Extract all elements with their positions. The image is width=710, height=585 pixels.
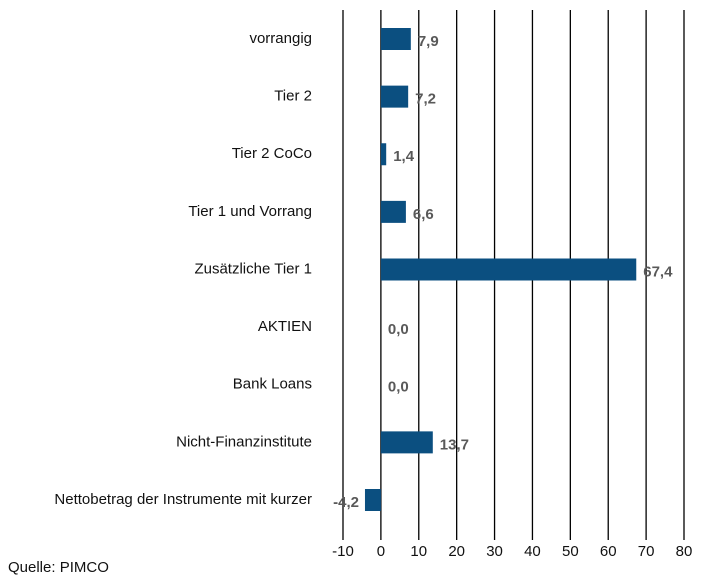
category-label: Tier 1 und Vorrang — [188, 203, 312, 220]
x-tick-label: 10 — [410, 543, 427, 560]
x-tick-label: -10 — [332, 543, 354, 560]
bar — [380, 28, 411, 50]
x-tick-label: 70 — [638, 543, 655, 560]
value-label: 6,6 — [413, 206, 434, 223]
category-label: Zusätzliche Tier 1 — [194, 260, 312, 277]
category-label: AKTIEN — [258, 318, 312, 335]
value-label: 1,4 — [393, 148, 415, 165]
x-tick-label: 30 — [486, 543, 503, 560]
category-label: Nicht-Finanzinstitute — [176, 433, 312, 450]
category-label: Tier 2 CoCo — [232, 145, 312, 162]
bar — [364, 489, 381, 511]
category-label: vorrangig — [249, 30, 312, 47]
value-label: 67,4 — [643, 263, 673, 280]
bar — [380, 200, 406, 223]
x-tick-label: 20 — [448, 543, 465, 560]
category-label: Bank Loans — [233, 376, 312, 393]
value-label: 7,2 — [415, 91, 436, 108]
bar — [380, 258, 637, 281]
source-note: Quelle: PIMCO — [8, 559, 109, 576]
bar — [380, 431, 433, 454]
x-tick-label: 40 — [524, 543, 541, 560]
value-label: 0,0 — [388, 379, 409, 396]
value-label: 0,0 — [388, 321, 409, 338]
bar — [380, 143, 387, 166]
x-tick-label: 0 — [377, 543, 385, 560]
category-label: Nettobetrag der Instrumente mit kurzer — [54, 491, 312, 508]
x-tick-label: 60 — [600, 543, 617, 560]
value-label: -4,2 — [333, 494, 359, 511]
x-tick-label: 50 — [562, 543, 579, 560]
category-label: Tier 2 — [274, 88, 312, 105]
value-label: 7,9 — [418, 33, 439, 50]
value-label: 13,7 — [440, 436, 469, 453]
x-tick-label: 80 — [676, 543, 693, 560]
bar — [380, 85, 409, 108]
